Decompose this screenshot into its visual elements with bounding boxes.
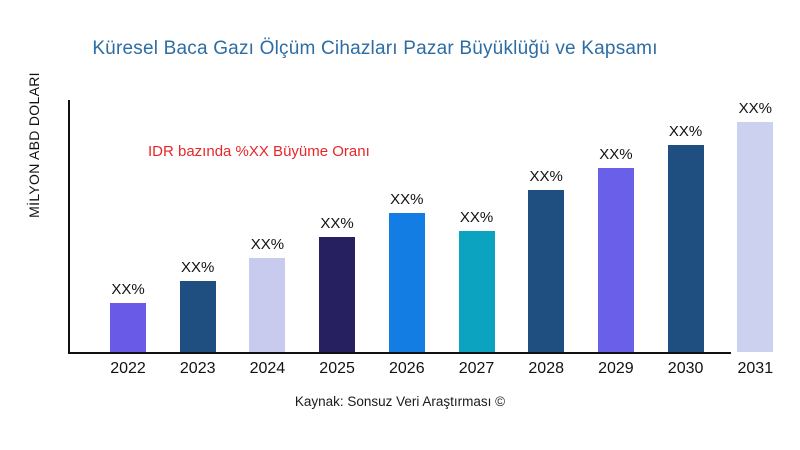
bar-value-label-2027: XX% (459, 209, 494, 226)
y-axis-label: MİLYON ABD DOLARI (26, 72, 42, 218)
bar-value-label-2030: XX% (668, 123, 703, 140)
x-tick-label-2022: 2022 (110, 360, 146, 377)
chart-title: Küresel Baca Gazı Ölçüm Cihazları Pazar … (92, 38, 658, 59)
bar-value-label-2026: XX% (390, 191, 424, 208)
x-axis-line (68, 352, 731, 354)
bar-2022 (110, 303, 146, 352)
bar-value-label-2025: XX% (320, 215, 354, 232)
bar-2024 (249, 258, 286, 352)
bar-value-label-2022: XX% (111, 281, 145, 298)
bar-2029 (597, 168, 634, 352)
x-tick-label-2030: 2030 (667, 360, 704, 377)
x-tick-label-2026: 2026 (389, 360, 425, 377)
bar-2027 (458, 231, 495, 352)
y-axis-line (68, 100, 70, 354)
x-tick-label-2024: 2024 (249, 360, 286, 377)
x-tick-label-2027: 2027 (458, 360, 495, 377)
bar-2023 (179, 281, 216, 352)
bar-value-label-2024: XX% (250, 236, 285, 253)
bar-value-label-2023: XX% (181, 259, 215, 276)
bar-2028 (528, 190, 565, 352)
bar-value-label-2031: XX% (738, 100, 772, 117)
x-tick-label-2029: 2029 (598, 360, 634, 377)
bar-2026 (388, 213, 425, 352)
bar-value-label-2028: XX% (529, 168, 563, 185)
source-caption: Kaynak: Sonsuz Veri Araştırması © (294, 394, 506, 409)
growth-rate-annotation: IDR bazında %XX Büyüme Oranı (148, 143, 370, 160)
bar-2030 (667, 145, 704, 352)
x-tick-label-2025: 2025 (319, 360, 355, 377)
bar-2031 (737, 122, 774, 352)
bar-2025 (319, 237, 356, 352)
x-tick-label-2028: 2028 (528, 360, 564, 377)
bar-value-label-2029: XX% (599, 146, 633, 163)
x-tick-label-2023: 2023 (179, 360, 216, 377)
x-tick-label-2031: 2031 (737, 360, 774, 377)
